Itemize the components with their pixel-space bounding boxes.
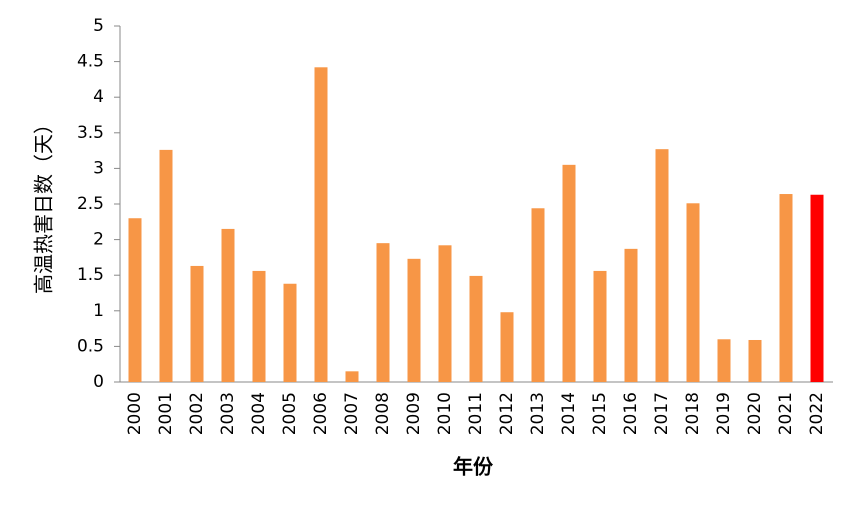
y-tick-label: 4 [93, 87, 104, 107]
x-tick-label: 2020 [745, 392, 765, 435]
y-tick-label: 5 [93, 16, 104, 36]
y-tick-label: 2.5 [77, 194, 104, 214]
bar [407, 258, 421, 382]
x-tick-label: 2001 [156, 392, 176, 435]
y-axis-label: 高温热害日数（天） [32, 114, 56, 294]
bar [376, 243, 390, 382]
bar [345, 371, 359, 382]
x-tick-label: 2009 [404, 392, 424, 435]
x-tick-label: 2003 [218, 392, 238, 435]
x-axis-label: 年份 [453, 455, 494, 479]
bar [190, 265, 204, 382]
bar [655, 149, 669, 382]
x-tick-label: 2005 [280, 392, 300, 435]
bar [128, 218, 142, 382]
x-tick-label: 2006 [311, 392, 331, 435]
y-tick-label: 0 [93, 372, 104, 392]
y-tick-label: 4.5 [77, 52, 104, 72]
bar [500, 312, 514, 382]
x-tick-label: 2013 [528, 392, 548, 435]
x-tick-label: 2004 [249, 392, 269, 435]
x-tick-label: 2007 [342, 392, 362, 435]
x-tick-label: 2022 [807, 392, 827, 435]
x-tick-label: 2010 [435, 392, 455, 435]
y-tick-label: 2 [93, 230, 104, 250]
bar [717, 339, 731, 382]
y-tick-label: 3.5 [77, 123, 104, 143]
x-tick-label: 2014 [559, 392, 579, 435]
bar [779, 194, 793, 382]
x-tick-label: 2000 [125, 392, 145, 435]
bar [438, 245, 452, 382]
bar [531, 208, 545, 382]
bar [686, 203, 700, 382]
y-tick-label: 3 [93, 158, 104, 178]
x-tick-label: 2011 [466, 392, 486, 435]
x-tick-label: 2016 [621, 392, 641, 435]
y-tick-label: 1.5 [77, 265, 104, 285]
bar [810, 194, 824, 382]
bar [624, 248, 638, 382]
bar [593, 270, 607, 382]
bar [469, 275, 483, 382]
x-tick-label: 2021 [776, 392, 796, 435]
y-tick-label: 0.5 [77, 336, 104, 356]
bar [252, 270, 266, 382]
x-tick-label: 2002 [187, 392, 207, 435]
x-tick-label: 2017 [652, 392, 672, 435]
x-tick-label: 2018 [683, 392, 703, 435]
x-tick-label: 2019 [714, 392, 734, 435]
bar [283, 283, 297, 382]
bar [314, 67, 328, 383]
bar [159, 149, 173, 382]
y-tick-label: 1 [93, 301, 104, 321]
bar [221, 228, 235, 382]
x-tick-label: 2012 [497, 392, 517, 435]
x-tick-label: 2008 [373, 392, 393, 435]
bar [562, 164, 576, 382]
x-tick-label: 2015 [590, 392, 610, 435]
bar [748, 339, 762, 382]
